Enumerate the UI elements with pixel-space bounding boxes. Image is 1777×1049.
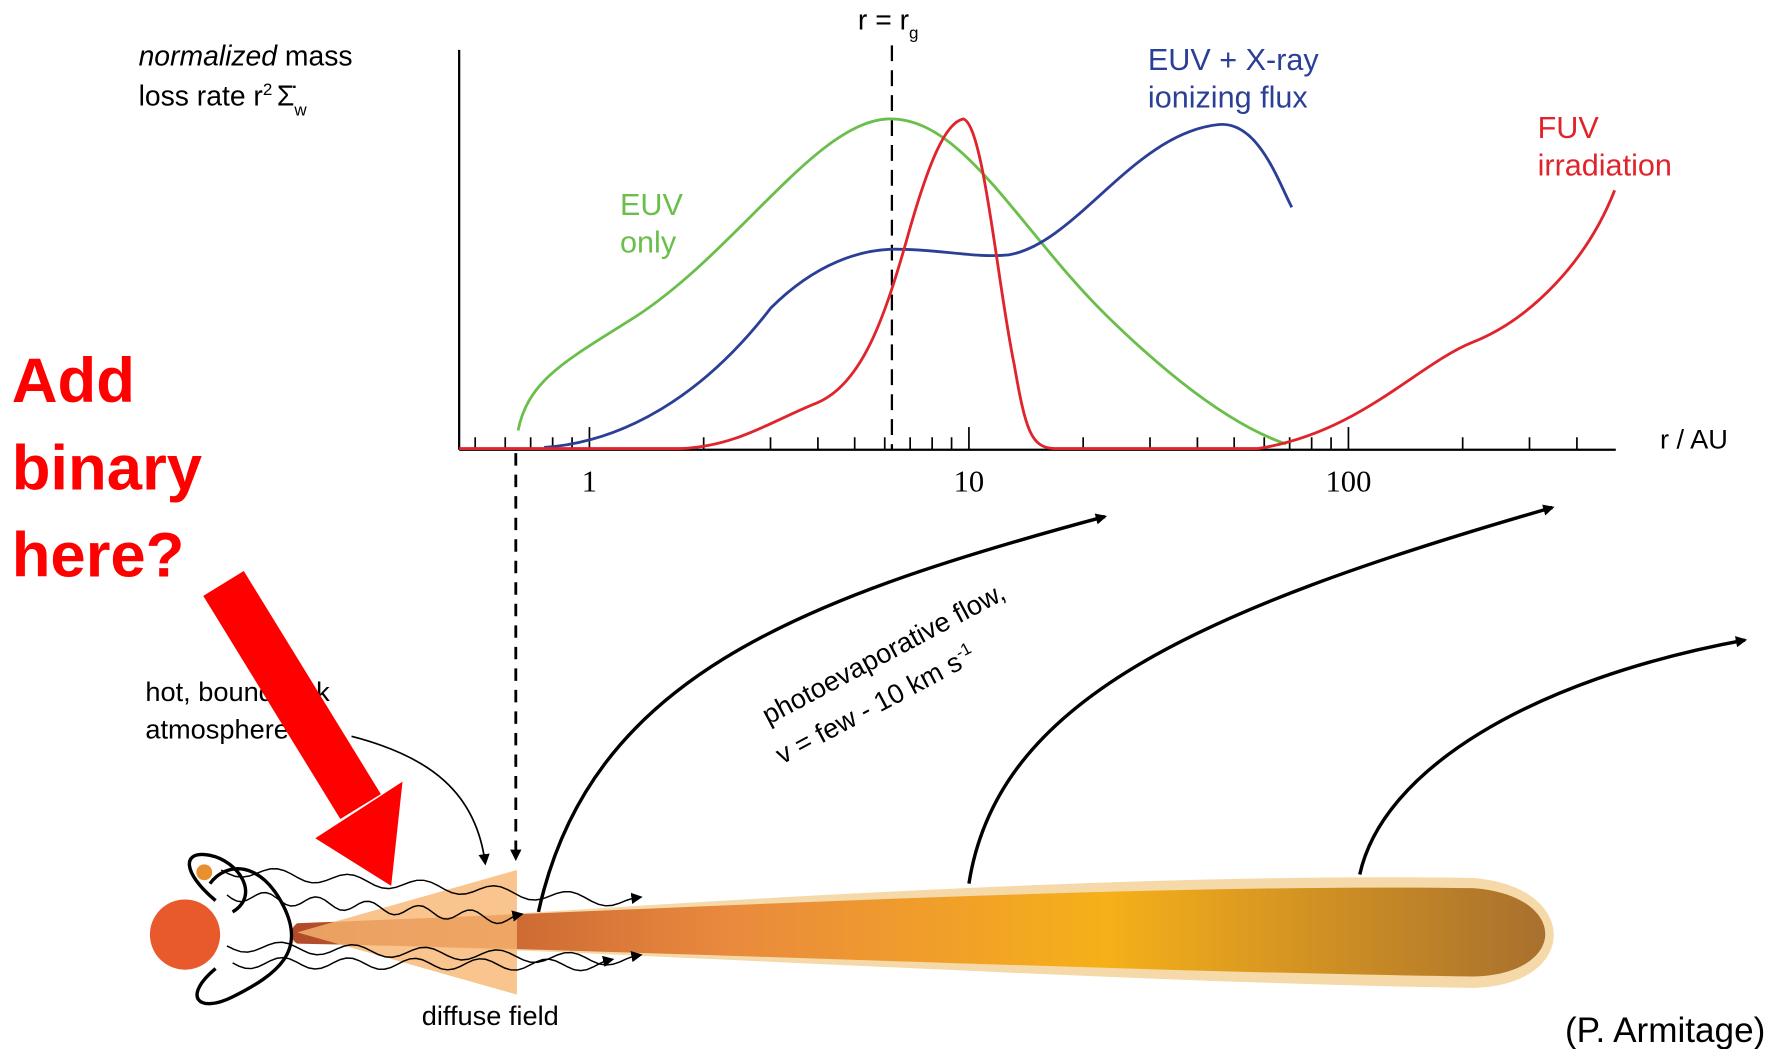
figure: normalized mass loss rate r2Σ̇w r = rg E… (0, 0, 1777, 1049)
page: normalized mass loss rate r2Σ̇w r = rg E… (0, 0, 1777, 1049)
euv-label: only (620, 226, 677, 260)
rg-text: r = r (858, 4, 909, 36)
y-label-rest: mass (285, 41, 353, 73)
fuv-label: irradiation (1538, 149, 1672, 183)
xray-label: ionizing flux (1148, 81, 1308, 115)
star (150, 899, 220, 969)
rg-sub: g (909, 24, 918, 43)
fuv-label: FUV (1538, 111, 1600, 145)
credit: (P. Armitage) (1565, 1011, 1765, 1049)
euv-curve (518, 119, 1286, 444)
hot-spot (196, 864, 212, 880)
callout-text: Add (12, 346, 135, 416)
y-label-sup: 2 (263, 80, 272, 99)
diffuse-cone (297, 870, 517, 995)
x-tick-label: 100 (1325, 465, 1371, 499)
rg-label: r = rg (858, 4, 919, 42)
y-label-italic: normalized (139, 41, 279, 73)
atmosphere-label: atmosphere (145, 714, 288, 745)
flow-arrow (969, 508, 1552, 884)
x-tick-label: 1 (582, 465, 597, 499)
y-label-line2: loss rate r (139, 80, 263, 112)
xray-curve (544, 124, 1292, 447)
xray-label: EUV + X-ray (1148, 43, 1319, 77)
x-axis-label: r / AU (1660, 424, 1728, 455)
flow-arrow (1360, 640, 1745, 874)
callout-text: here? (12, 521, 185, 591)
diffuse-label: diffuse field (422, 1000, 559, 1031)
x-tick-label: 10 (954, 465, 985, 499)
y-label: normalized mass (139, 41, 353, 73)
fuv-curve (459, 119, 1614, 449)
callout-text: binary (12, 433, 202, 503)
euv-label: EUV (620, 188, 683, 222)
y-label-sub: w (293, 101, 307, 120)
